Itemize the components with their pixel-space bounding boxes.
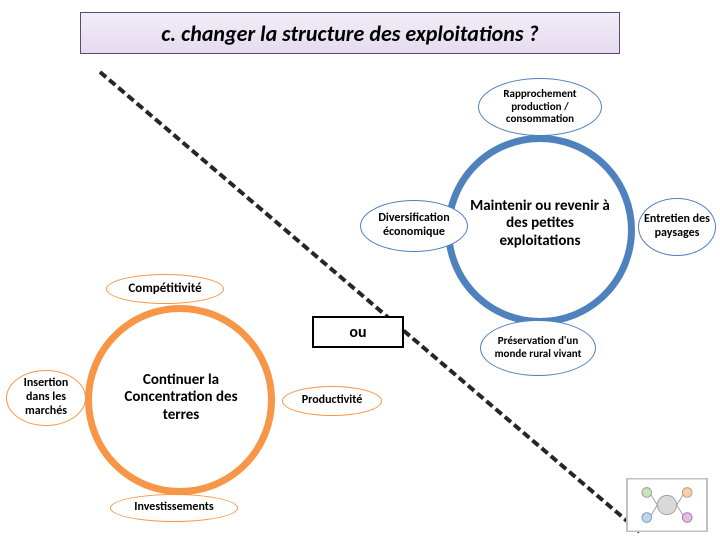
page-title: c. changer la structure des exploitation…: [80, 12, 620, 54]
satellite-competitivite: Compétitivité: [106, 274, 224, 304]
orange-center-label: Continuer la Concentration des terres: [118, 372, 244, 424]
satellite-entretien-text: Entretien des paysages: [643, 213, 711, 241]
ou-text: ou: [349, 323, 366, 342]
blue-center-text: Maintenir ou revenir à des petites explo…: [470, 197, 610, 250]
satellite-insertion-text: Insertion dans les marchés: [11, 377, 81, 418]
thumbnail-icon: [627, 479, 707, 531]
satellite-rapprochement: Rapprochement production / consommation: [478, 78, 602, 136]
thumbnail-preview: [626, 478, 708, 532]
satellite-preservation: Préservation d'un monde rural vivant: [480, 320, 596, 376]
page-title-text: c. changer la structure des exploitation…: [161, 20, 538, 47]
satellite-productivite-text: Productivité: [302, 394, 363, 408]
satellite-insertion: Insertion dans les marchés: [6, 370, 86, 426]
satellite-diversification: Diversification économique: [360, 200, 468, 252]
satellite-entretien: Entretien des paysages: [638, 198, 716, 256]
orange-center-text: Continuer la Concentration des terres: [124, 371, 237, 424]
satellite-productivite: Productivité: [282, 386, 382, 416]
satellite-competitivite-text: Compétitivité: [128, 282, 201, 297]
satellite-investissements: Investissements: [110, 494, 238, 522]
satellite-rapprochement-text: Rapprochement production / consommation: [483, 88, 597, 126]
satellite-investissements-text: Investissements: [134, 501, 213, 515]
ou-box: ou: [312, 316, 404, 348]
satellite-diversification-text: Diversification économique: [365, 212, 463, 240]
satellite-preservation-text: Préservation d'un monde rural vivant: [485, 335, 591, 360]
blue-center-label: Maintenir ou revenir à des petites explo…: [470, 198, 610, 250]
